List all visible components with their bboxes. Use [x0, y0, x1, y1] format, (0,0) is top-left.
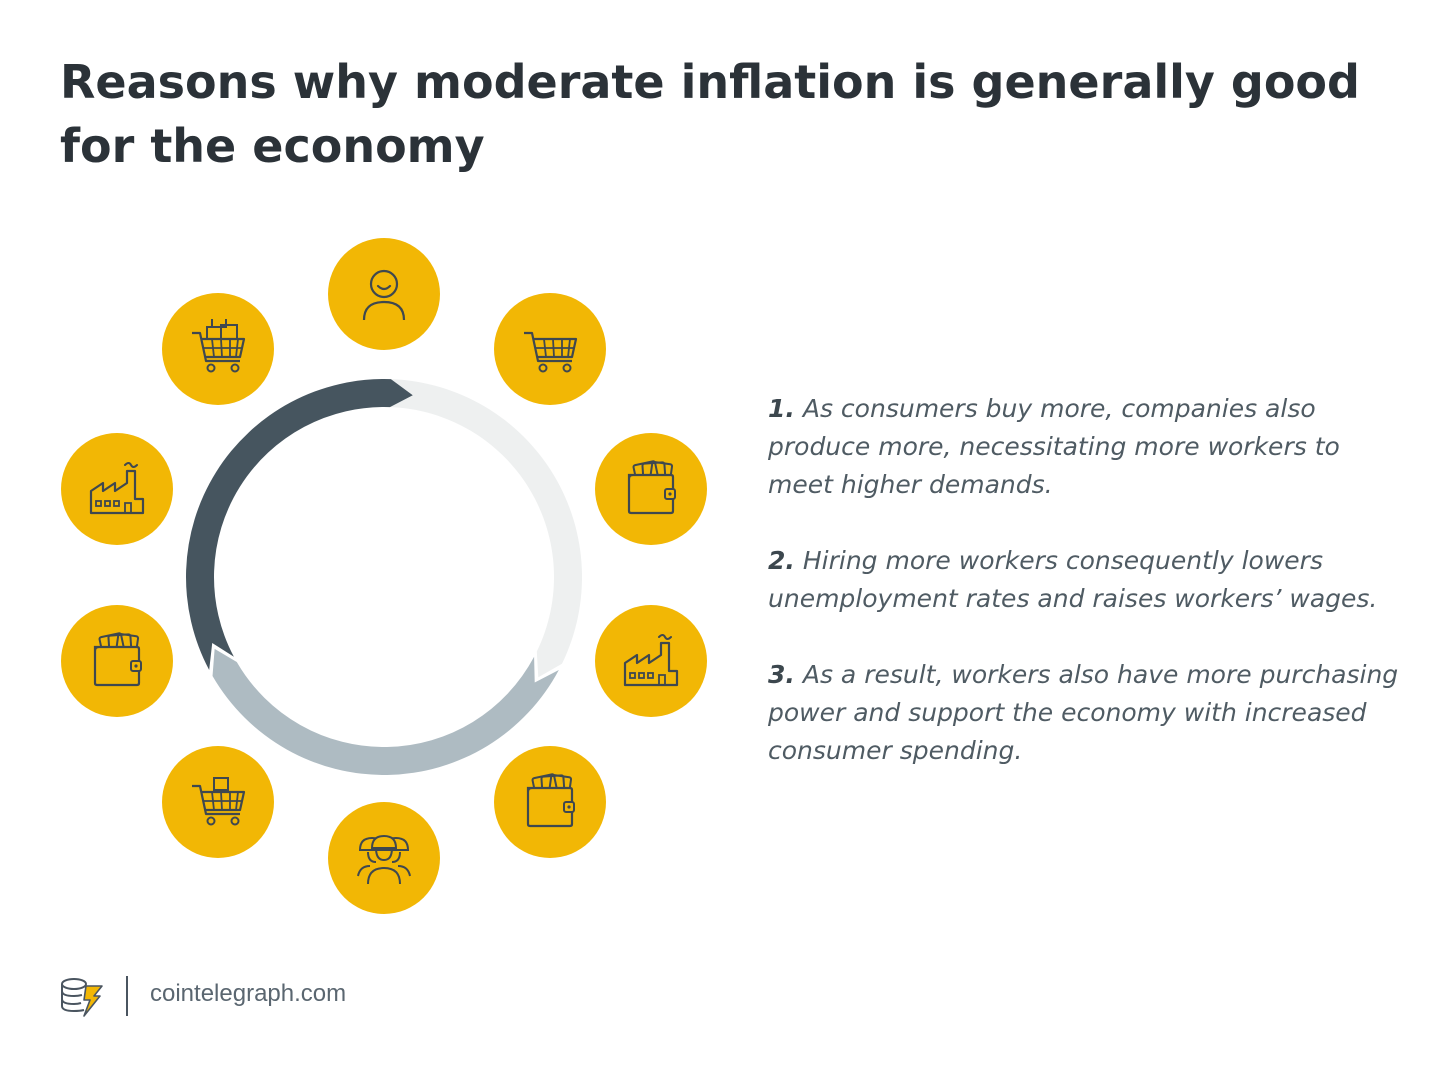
reason-number: 2. — [768, 546, 795, 575]
ring-segment-mid — [212, 648, 559, 775]
reason-text: Hiring more workers consequently lowers … — [768, 546, 1378, 613]
cycle-node — [494, 293, 606, 405]
cycle-node — [595, 605, 707, 717]
reason-number: 1. — [768, 394, 795, 423]
reason-item: 1. As consumers buy more, companies also… — [768, 390, 1408, 504]
footer-divider — [126, 976, 128, 1016]
reason-item: 3. As a result, workers also have more p… — [768, 656, 1408, 770]
reasons-list: 1. As consumers buy more, companies also… — [768, 390, 1408, 808]
node-circle — [328, 802, 440, 914]
ring-segment-light — [389, 379, 582, 678]
cycle-node — [328, 238, 440, 350]
cycle-node — [162, 746, 274, 858]
ring-segment-dark — [185, 378, 413, 670]
cycle-node — [328, 802, 440, 914]
cycle-node — [61, 605, 173, 717]
footer-site: cointelegraph.com — [150, 980, 347, 1007]
cycle-node — [61, 433, 173, 545]
node-circle — [328, 238, 440, 350]
cointelegraph-logo-icon — [61, 978, 103, 1017]
cycle-ring — [185, 378, 582, 775]
cycle-node — [595, 433, 707, 545]
reason-item: 2. Hiring more workers consequently lowe… — [768, 542, 1408, 618]
reason-text: As consumers buy more, companies also pr… — [768, 394, 1340, 499]
cycle-nodes — [61, 238, 707, 914]
reason-number: 3. — [768, 660, 795, 689]
node-circle — [162, 746, 274, 858]
reason-text: As a result, workers also have more purc… — [768, 660, 1399, 765]
inflation-cycle-diagram — [61, 238, 707, 914]
page-title: Reasons why moderate inflation is genera… — [60, 55, 1360, 173]
node-circle — [162, 293, 274, 405]
cycle-node — [494, 746, 606, 858]
node-circle — [494, 293, 606, 405]
cycle-node — [162, 293, 274, 405]
